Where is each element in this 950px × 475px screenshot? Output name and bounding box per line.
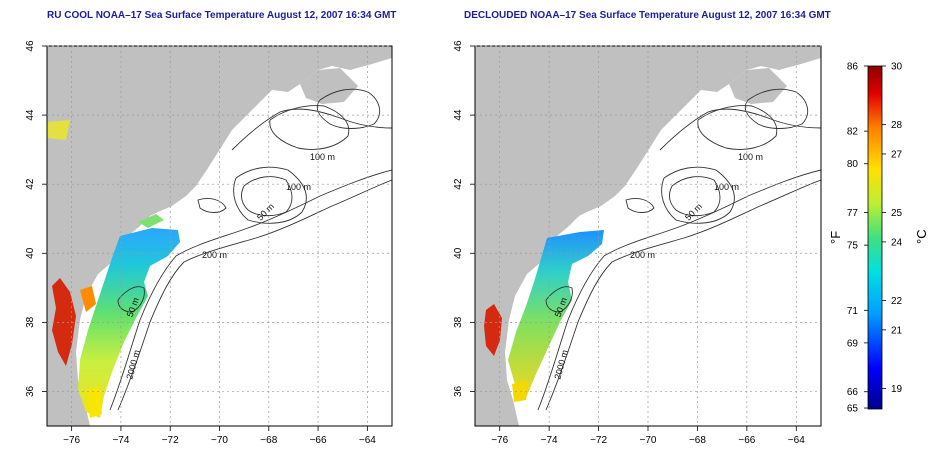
left-axis-ticks: −76 −74 −72 −70 −68 −66 −64 36 38 40 42 44 46 <box>25 40 376 446</box>
lon-tick-label: −74 <box>112 435 129 446</box>
lat-tick-label: 36 <box>25 385 36 397</box>
lat-tick-label: 44 <box>453 109 464 121</box>
colorbar-gradient <box>867 65 883 410</box>
colorbar-f-label: 80 <box>847 159 859 170</box>
colorbar-c-label: 22 <box>891 296 903 307</box>
colorbar-ticks: 86 82 80 77 75 71 69 66 65 30 28 27 25 24 22 21 19 <box>847 62 903 415</box>
lat-tick-label: 40 <box>25 247 36 259</box>
lat-tick-label: 44 <box>25 109 36 121</box>
left-map: 100 m 100 m 50 m 200 m 50 m 2000 m −76 −7… <box>25 40 393 446</box>
colorbar-c-label: 25 <box>891 208 903 219</box>
lon-tick-label: −64 <box>359 435 376 446</box>
left-contour-label-100m-a: 100 m <box>310 152 335 162</box>
lat-tick-label: 38 <box>453 316 464 328</box>
lat-tick-label: 42 <box>453 178 464 190</box>
temperature-colorbar: 86 82 80 77 75 71 69 66 65 30 28 27 25 24 22 21 19 °F °C <box>828 62 929 415</box>
colorbar-f-label: 75 <box>847 241 859 252</box>
colorbar-f-label: 82 <box>847 127 859 138</box>
right-land <box>475 46 821 426</box>
colorbar-f-label: 71 <box>847 306 859 317</box>
lon-tick-label: −66 <box>310 435 327 446</box>
lon-tick-label: −66 <box>738 435 755 446</box>
colorbar-f-label: 86 <box>847 62 859 73</box>
left-sst-inlet <box>80 286 96 312</box>
right-contour-label-200m: 200 m <box>630 250 655 260</box>
right-sst-bay <box>484 304 502 356</box>
lat-tick-label: 46 <box>25 40 36 52</box>
left-land <box>47 46 392 426</box>
lon-tick-label: −70 <box>640 435 657 446</box>
left-sst-gulf <box>47 120 70 140</box>
lon-tick-label: −76 <box>63 435 80 446</box>
right-sst-shelf <box>508 230 604 398</box>
right-map-title: DECLOUDED NOAA–17 Sea Surface Temperatur… <box>464 10 831 21</box>
lat-tick-label: 38 <box>25 316 36 328</box>
colorbar-unit-fahrenheit: °F <box>828 231 843 244</box>
lon-tick-label: −64 <box>788 435 805 446</box>
lon-tick-label: −74 <box>541 435 558 446</box>
left-sst-south <box>86 386 102 418</box>
lat-tick-label: 46 <box>453 40 464 52</box>
lon-tick-label: −68 <box>260 435 277 446</box>
lat-tick-label: 36 <box>453 385 464 397</box>
right-contour-label-100m-b: 100 m <box>714 182 739 192</box>
right-isobaths <box>537 88 821 411</box>
lon-tick-label: −72 <box>590 435 607 446</box>
lon-tick-label: −70 <box>211 435 228 446</box>
colorbar-unit-celsius: °C <box>914 229 929 244</box>
left-contour-label-200m: 200 m <box>202 250 227 260</box>
lon-tick-label: −68 <box>689 435 706 446</box>
colorbar-f-label: 65 <box>847 404 859 415</box>
colorbar-c-label: 27 <box>891 149 903 160</box>
left-sst-north <box>138 214 164 228</box>
colorbar-c-label: 21 <box>891 325 903 336</box>
colorbar-c-label: 24 <box>891 237 903 248</box>
right-contour-label-100m-a: 100 m <box>738 152 763 162</box>
left-map-title: RU COOL NOAA–17 Sea Surface Temperature … <box>47 10 397 21</box>
colorbar-c-label: 19 <box>891 384 903 395</box>
right-axis-ticks: −76 −74 −72 −70 −68 −66 −64 36 38 40 42 44 46 <box>453 40 805 446</box>
left-contour-label-100m-b: 100 m <box>286 182 311 192</box>
colorbar-c-label: 28 <box>891 120 903 131</box>
colorbar-f-label: 69 <box>847 338 859 349</box>
right-graticule <box>475 45 821 426</box>
left-sst-shelf <box>78 228 180 418</box>
right-land-nova-scotia <box>729 68 787 104</box>
left-isobaths <box>109 88 392 411</box>
left-graticule <box>47 45 392 426</box>
colorbar-f-label: 77 <box>847 208 859 219</box>
colorbar-f-label: 66 <box>847 387 859 398</box>
right-map: 100 m 100 m 50 m 200 m 50 m 2000 m −76 −7… <box>453 40 822 446</box>
left-land-nova-scotia <box>300 68 358 104</box>
colorbar-c-label: 30 <box>891 62 903 73</box>
right-sst-south <box>512 380 528 402</box>
lat-tick-label: 40 <box>453 247 464 259</box>
lon-tick-label: −76 <box>491 435 508 446</box>
lat-tick-label: 42 <box>25 178 36 190</box>
left-sst-bay <box>52 278 76 366</box>
lon-tick-label: −72 <box>162 435 179 446</box>
